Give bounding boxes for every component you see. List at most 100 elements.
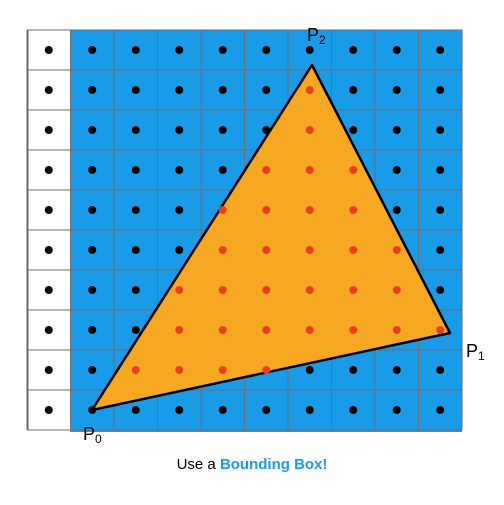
sample-dot (88, 286, 97, 294)
vertex-label: P0 (83, 424, 102, 446)
sample-dot (44, 166, 53, 174)
sample-dot (175, 166, 184, 174)
sample-dot (218, 366, 227, 374)
sample-dot (436, 326, 445, 334)
sample-dot (305, 166, 314, 174)
sample-dot (436, 206, 445, 214)
sample-dot (131, 86, 140, 94)
vertex-label: P1 (466, 341, 485, 363)
sample-dot (349, 46, 358, 54)
sample-dot (349, 86, 358, 94)
sample-dot (436, 246, 445, 254)
sample-dot (218, 166, 227, 174)
sample-dot (349, 286, 358, 294)
sample-dot (305, 286, 314, 294)
sample-dot (131, 366, 140, 374)
sample-dot (131, 126, 140, 134)
sample-dot (131, 406, 140, 414)
sample-dot (305, 86, 314, 94)
sample-dot (436, 286, 445, 294)
sample-dot (436, 86, 445, 94)
sample-dot (44, 326, 53, 334)
sample-dot (262, 166, 271, 174)
sample-dot (262, 86, 271, 94)
sample-dot (305, 406, 314, 414)
sample-dot (305, 126, 314, 134)
sample-dot (44, 206, 53, 214)
sample-dot (175, 206, 184, 214)
sample-dot (262, 206, 271, 214)
sample-dot (262, 366, 271, 374)
sample-dot (349, 166, 358, 174)
sample-dot (218, 206, 227, 214)
vertex-label: P2 (307, 25, 326, 47)
sample-dot (131, 206, 140, 214)
sample-dot (436, 46, 445, 54)
sample-dot (175, 246, 184, 254)
sample-dot (392, 366, 401, 374)
sample-dot (131, 46, 140, 54)
sample-dot (44, 406, 53, 414)
sample-dot (131, 246, 140, 254)
sample-dot (392, 246, 401, 254)
sample-dot (218, 46, 227, 54)
sample-dot (305, 366, 314, 374)
sample-dot (392, 46, 401, 54)
sample-dot (305, 246, 314, 254)
sample-dot (349, 326, 358, 334)
sample-dot (88, 326, 97, 334)
sample-dot (175, 86, 184, 94)
grid-border (27, 30, 29, 430)
caption-text: Use a (176, 456, 216, 473)
sample-dot (262, 46, 271, 54)
sample-dot (88, 366, 97, 374)
sample-dot (436, 166, 445, 174)
sample-dot (175, 366, 184, 374)
sample-dot (218, 246, 227, 254)
sample-dot (262, 326, 271, 334)
sample-dot (131, 286, 140, 294)
sample-dot (392, 166, 401, 174)
sample-dot (175, 406, 184, 414)
sample-dot (175, 46, 184, 54)
sample-dot (392, 126, 401, 134)
sample-dot (262, 286, 271, 294)
sample-dot (349, 366, 358, 374)
triangle (90, 63, 452, 412)
sample-dot (88, 406, 97, 414)
caption-emphasis: Bounding Box! (219, 456, 328, 473)
sample-dot (349, 246, 358, 254)
sample-dot (392, 206, 401, 214)
sample-dot (436, 126, 445, 134)
sample-dot (349, 206, 358, 214)
sample-dot (131, 326, 140, 334)
sample-dot (175, 126, 184, 134)
sample-dots (44, 46, 445, 414)
sample-dot (88, 126, 97, 134)
sample-dot (44, 86, 53, 94)
caption: Use a Bounding Box! (0, 456, 504, 473)
sample-dot (349, 406, 358, 414)
sample-dot (44, 366, 53, 374)
sample-dot (44, 126, 53, 134)
sample-dot (392, 286, 401, 294)
sample-dot (88, 46, 97, 54)
sample-dot (131, 166, 140, 174)
sample-dot (392, 86, 401, 94)
sample-dot (44, 46, 53, 54)
sample-dot (44, 286, 53, 294)
sample-dot (349, 126, 358, 134)
sample-dot (88, 86, 97, 94)
sample-dot (88, 206, 97, 214)
sample-dot (305, 206, 314, 214)
sample-dot (262, 406, 271, 414)
sample-dot (175, 286, 184, 294)
sample-dot (392, 406, 401, 414)
sample-dot (305, 326, 314, 334)
sample-dot (392, 326, 401, 334)
sample-dot (218, 326, 227, 334)
sample-dot (218, 406, 227, 414)
sample-dot (218, 86, 227, 94)
